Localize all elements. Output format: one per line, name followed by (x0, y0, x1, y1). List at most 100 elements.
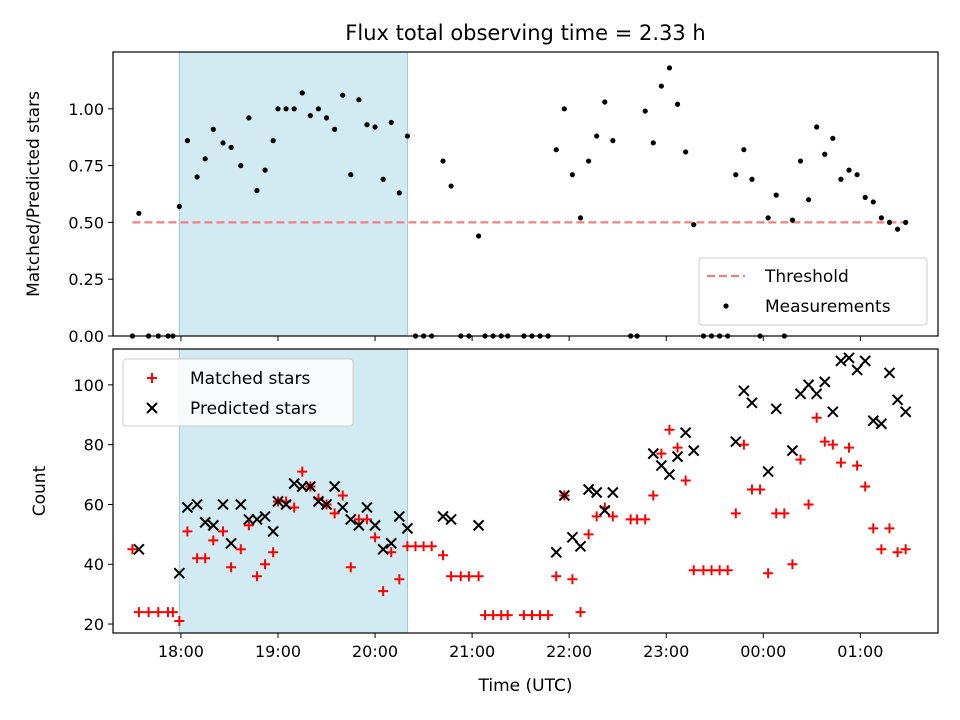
predicted-star-point (199, 516, 211, 529)
predicted-star-point (819, 376, 831, 388)
measurement-point (805, 197, 812, 203)
matched-star-point (543, 610, 554, 621)
measurement-point (862, 194, 868, 201)
measurement-point (569, 172, 576, 178)
legend-box (122, 358, 354, 427)
measurement-point (440, 158, 446, 164)
predicted-star-point (401, 522, 414, 535)
y-axis-title: Count (30, 465, 50, 516)
matched-star-point (297, 466, 308, 477)
measurement-point (275, 106, 281, 112)
predicted-star-point (272, 495, 284, 508)
matched-star-point (226, 562, 237, 573)
matched-star-point (370, 532, 381, 543)
predicted-star-point (746, 397, 758, 409)
legend-predicted-swatch (146, 402, 158, 414)
matched-star-point (218, 526, 228, 537)
matched-star-point (722, 565, 733, 576)
predicted-star-point (647, 447, 660, 460)
matched-star-point (852, 460, 863, 471)
measurement-point (789, 217, 796, 223)
measurement-point (894, 226, 901, 232)
predicted-star-point (361, 501, 373, 514)
matched-star-point (860, 481, 871, 492)
predicted-star-point (191, 498, 203, 511)
predicted-star-point (296, 480, 308, 493)
predicted-star-point (369, 519, 381, 532)
legend: Threshold Measurements (698, 257, 928, 326)
matched-star-point (289, 502, 300, 513)
matched-star-point (394, 574, 405, 585)
predicted-star-point (786, 444, 799, 457)
measurement-point (283, 106, 289, 112)
predicted-star-point (133, 543, 145, 556)
x-tick-label: 22:00 (546, 642, 592, 661)
measurement-point (299, 90, 305, 96)
y-tick-label: 0.50 (68, 213, 104, 232)
predicted-star-point (566, 531, 579, 544)
measurement-point (184, 138, 191, 144)
predicted-star-point (582, 483, 595, 496)
predicted-star-point (267, 525, 279, 538)
legend-predicted-label: Predicted stars (190, 399, 317, 419)
matched-star-point (575, 607, 586, 618)
predicted-star-point (207, 519, 220, 532)
matched-star-point (827, 439, 838, 450)
measurement-point (773, 192, 779, 198)
predicted-star-point (472, 519, 485, 532)
measurement-point (741, 147, 747, 153)
measurement-point (749, 176, 755, 182)
matched-star-point (174, 616, 185, 627)
predicted-star-point (385, 537, 397, 550)
predicted-star-point (320, 498, 333, 511)
matched-star-point (268, 547, 279, 558)
predicted-star-point (393, 510, 406, 523)
measurement-point (136, 210, 142, 216)
measurement-point (878, 215, 884, 221)
legend-measurement-swatch (723, 303, 729, 309)
predicted-star-point (336, 501, 349, 514)
predicted-star-point (217, 498, 229, 511)
measurement-point (602, 99, 608, 105)
measurement-point (674, 101, 681, 107)
x-tick-label: 01:00 (837, 642, 883, 661)
predicted-star-point (851, 364, 863, 376)
measurement-point (262, 167, 268, 173)
predicted-star-point (810, 388, 823, 400)
predicted-star-point (550, 546, 562, 558)
predicted-star-point (280, 498, 292, 511)
predicted-star-point (312, 495, 325, 508)
predicted-star-point (599, 504, 611, 517)
plot-frame (112, 51, 939, 337)
measurement-point (332, 126, 338, 132)
measurement-point (585, 158, 592, 164)
x-tick-label: 00:00 (740, 642, 786, 661)
measurement-point (642, 108, 648, 114)
predicted-star-point (794, 388, 807, 400)
measurement-point (356, 97, 362, 103)
measurement-point (448, 183, 454, 189)
predicted-star-point (607, 486, 619, 499)
matched-star-point (803, 499, 814, 510)
measurement-point (348, 172, 354, 178)
matched-star-point (884, 523, 895, 534)
predicted-star-point (835, 355, 847, 367)
measurement-point (854, 172, 860, 178)
predicted-star-point (655, 459, 668, 472)
x-tick-label: 20:00 (352, 642, 398, 661)
predicted-star-point (663, 468, 676, 481)
measurement-point (238, 163, 244, 169)
predicted-star-point (235, 498, 247, 511)
plot-frame (112, 348, 939, 634)
panel-ratio: 0.00 0.25 0.50 0.75 1.00 Matched/Predicted st… (24, 21, 939, 346)
matched-star-point (763, 568, 774, 579)
matched-star-point (438, 550, 448, 561)
measurement-point (364, 122, 370, 128)
measurement-point (870, 199, 876, 205)
matched-star-point (664, 424, 675, 435)
predicted-star-point (891, 394, 904, 406)
x-tick-label: 19:00 (255, 642, 301, 661)
measurement-point (838, 176, 844, 182)
predicted-star-point (671, 450, 684, 463)
predicted-star-point (802, 379, 815, 391)
